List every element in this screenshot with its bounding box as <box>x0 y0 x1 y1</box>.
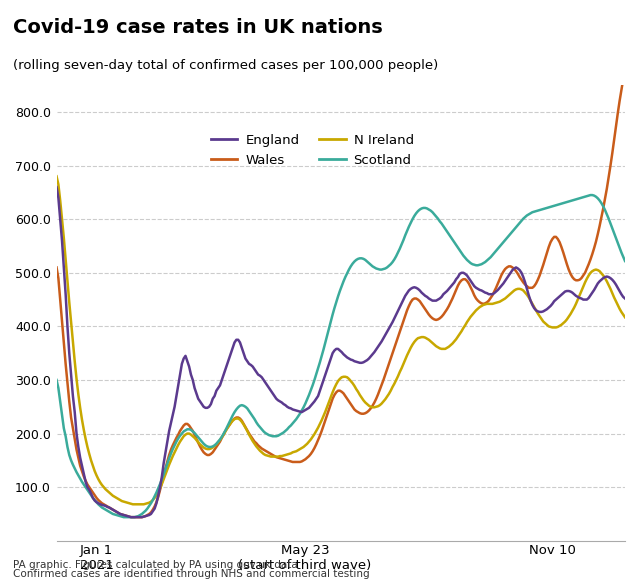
Text: (rolling seven-day total of confirmed cases per 100,000 people): (rolling seven-day total of confirmed ca… <box>13 58 438 71</box>
Text: Covid-19 case rates in UK nations: Covid-19 case rates in UK nations <box>13 18 383 36</box>
Text: Confirmed cases are identified through NHS and commercial testing: Confirmed cases are identified through N… <box>13 569 369 579</box>
Text: May 23
(start of third wave): May 23 (start of third wave) <box>238 544 372 572</box>
Text: Jan 1
2021: Jan 1 2021 <box>80 544 114 572</box>
Text: PA graphic. Figures calculated by PA using gov.uk data: PA graphic. Figures calculated by PA usi… <box>13 560 298 570</box>
Legend: England, Wales, N Ireland, Scotland: England, Wales, N Ireland, Scotland <box>205 128 419 172</box>
Text: Nov 10: Nov 10 <box>529 544 576 557</box>
